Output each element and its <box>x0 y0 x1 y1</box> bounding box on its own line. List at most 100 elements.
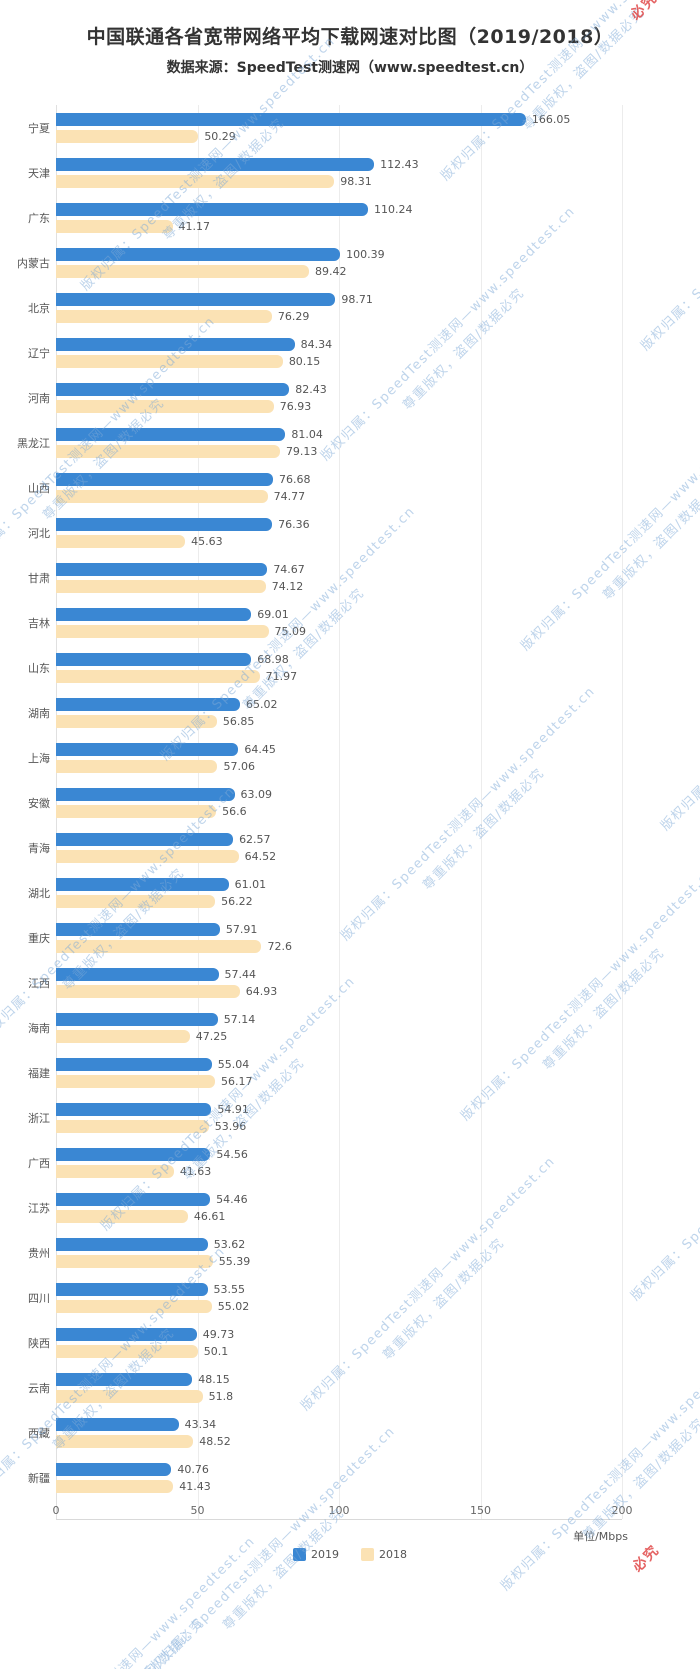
bar-2018 <box>56 219 173 233</box>
bar-line-2019: 69.01 <box>56 607 622 621</box>
bar-group: 64.45 57.06 <box>56 739 622 776</box>
bar-line-2019: 68.98 <box>56 652 622 666</box>
bar-2019 <box>56 292 336 306</box>
bar-2018 <box>56 579 266 593</box>
legend-item-2018[interactable]: 2018 <box>361 1548 407 1561</box>
value-label: 69.01 <box>257 607 289 621</box>
chart-row: 云南 48.15 51.8 <box>0 1365 700 1410</box>
bar-2019 <box>56 787 235 801</box>
bar-2018 <box>56 804 217 818</box>
chart-row: 上海 64.45 57.06 <box>0 735 700 780</box>
bar-2019 <box>56 967 219 981</box>
bar-line-2018: 71.97 <box>56 669 622 683</box>
chart-row: 宁夏 166.05 50.29 <box>0 105 700 150</box>
bar-2018 <box>56 1479 174 1493</box>
chart-row: 甘肃 74.67 74.12 <box>0 555 700 600</box>
category-label: 辽宁 <box>28 346 50 360</box>
bar-group: 57.44 64.93 <box>56 964 622 1001</box>
value-label: 80.15 <box>288 354 321 368</box>
chart-footer: 单位/Mbps 2019 2018 <box>0 1526 700 1572</box>
chart-row: 福建 55.04 56.17 <box>0 1050 700 1095</box>
x-tick-label: 50 <box>190 1504 205 1517</box>
value-label: 48.15 <box>198 1372 230 1386</box>
category-label: 广东 <box>28 211 50 225</box>
bar-2019 <box>56 1282 208 1296</box>
bar-line-2019: 43.34 <box>56 1417 622 1431</box>
bar-line-2018: 41.17 <box>56 219 622 233</box>
value-label: 62.57 <box>239 832 271 846</box>
bar-2018 <box>56 894 216 908</box>
bar-line-2019: 74.67 <box>56 562 622 576</box>
chart-row: 北京 98.71 76.29 <box>0 285 700 330</box>
value-label: 48.52 <box>199 1434 231 1448</box>
value-label: 40.76 <box>177 1462 209 1476</box>
bar-line-2019: 55.04 <box>56 1057 622 1071</box>
value-label: 50.29 <box>204 129 236 143</box>
value-label: 74.67 <box>273 562 305 576</box>
value-label: 76.29 <box>277 309 310 323</box>
category-label: 内蒙古 <box>17 256 50 270</box>
bar-2019 <box>56 1327 197 1341</box>
value-label: 82.43 <box>295 382 327 396</box>
category-label: 江西 <box>28 976 50 990</box>
value-label: 57.44 <box>224 967 257 981</box>
bar-group: 166.05 50.29 <box>56 109 622 146</box>
bar-2019 <box>56 742 239 756</box>
bar-line-2019: 53.55 <box>56 1282 622 1296</box>
bar-line-2018: 50.29 <box>56 129 622 143</box>
category-label: 海南 <box>28 1021 50 1035</box>
bar-2019 <box>56 1057 212 1071</box>
bar-line-2018: 75.09 <box>56 624 622 638</box>
bar-2018 <box>56 399 274 413</box>
bar-2018 <box>56 174 335 188</box>
bar-line-2019: 48.15 <box>56 1372 622 1386</box>
bar-line-2018: 46.61 <box>56 1209 622 1223</box>
bar-group: 54.56 41.63 <box>56 1144 622 1181</box>
bar-line-2019: 64.45 <box>56 742 622 756</box>
category-label: 福建 <box>28 1066 50 1080</box>
chart-row: 河南 82.43 76.93 <box>0 375 700 420</box>
bar-group: 40.76 41.43 <box>56 1459 622 1496</box>
legend-item-2019[interactable]: 2019 <box>293 1548 339 1561</box>
bar-line-2018: 47.25 <box>56 1029 622 1043</box>
bar-group: 68.98 71.97 <box>56 649 622 686</box>
bar-line-2018: 74.12 <box>56 579 622 593</box>
bar-2018 <box>56 984 240 998</box>
bar-line-2018: 56.6 <box>56 804 622 818</box>
value-label: 74.12 <box>271 579 304 593</box>
bar-line-2019: 53.62 <box>56 1237 622 1251</box>
legend-swatch <box>361 1548 374 1561</box>
x-tick-label: 100 <box>328 1504 350 1517</box>
bar-line-2019: 81.04 <box>56 427 622 441</box>
bar-2018 <box>56 849 239 863</box>
chart-row: 四川 53.55 55.02 <box>0 1275 700 1320</box>
bar-group: 81.04 79.13 <box>56 424 622 461</box>
bar-group: 61.01 56.22 <box>56 874 622 911</box>
chart-row: 河北 76.36 45.63 <box>0 510 700 555</box>
value-label: 51.8 <box>208 1389 234 1403</box>
bar-group: 57.14 47.25 <box>56 1009 622 1046</box>
value-label: 55.02 <box>217 1299 250 1313</box>
bar-line-2019: 98.71 <box>56 292 622 306</box>
category-label: 江苏 <box>28 1201 50 1215</box>
value-label: 112.43 <box>380 157 419 171</box>
bar-line-2018: 64.93 <box>56 984 622 998</box>
category-label: 广西 <box>28 1156 50 1170</box>
bar-group: 76.68 74.77 <box>56 469 622 506</box>
bar-2018 <box>56 354 283 368</box>
chart-rows: 宁夏 166.05 50.29 天津 112.43 98.31 广东 110.24 41.17 内… <box>0 105 700 1500</box>
bar-2019 <box>56 877 229 891</box>
x-tick-label: 200 <box>611 1504 633 1517</box>
category-label: 宁夏 <box>28 121 50 135</box>
bar-group: 43.34 48.52 <box>56 1414 622 1451</box>
chart-row: 陕西 49.73 50.1 <box>0 1320 700 1365</box>
bar-line-2019: 54.91 <box>56 1102 622 1116</box>
bar-2019 <box>56 1417 179 1431</box>
value-label: 41.43 <box>179 1479 211 1493</box>
bar-line-2018: 72.6 <box>56 939 622 953</box>
category-label: 吉林 <box>28 616 50 630</box>
bar-line-2019: 54.46 <box>56 1192 622 1206</box>
bar-group: 69.01 75.09 <box>56 604 622 641</box>
category-label: 安徽 <box>28 796 50 810</box>
value-label: 53.62 <box>213 1237 246 1251</box>
